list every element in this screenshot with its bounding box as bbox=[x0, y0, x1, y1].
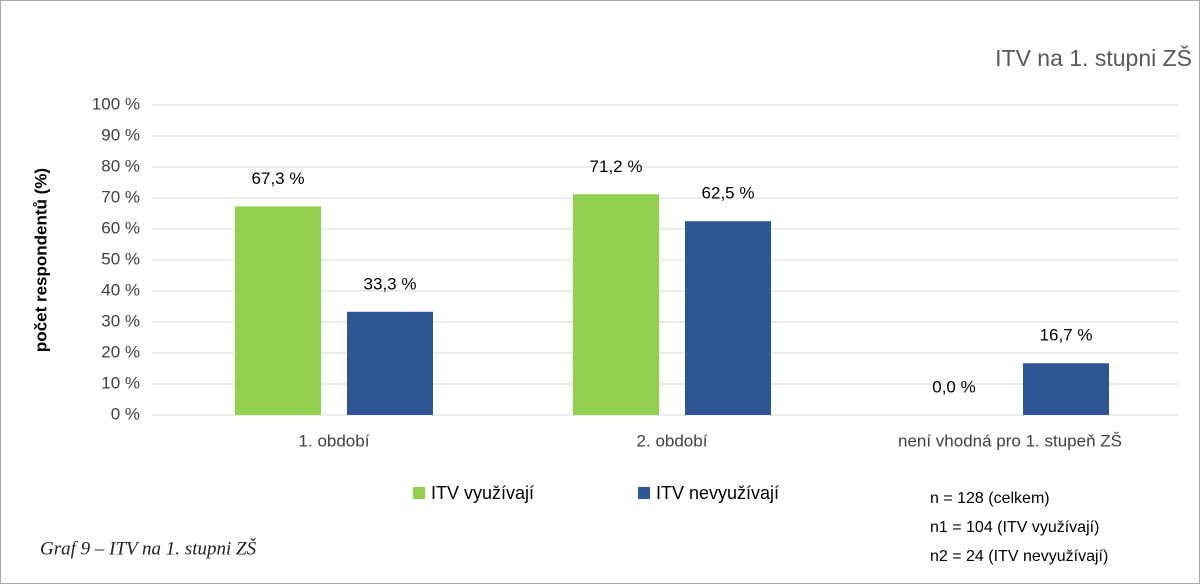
value-label: 67,3 % bbox=[252, 169, 305, 188]
value-label: 71,2 % bbox=[590, 157, 643, 176]
y-tick-label: 40 % bbox=[101, 280, 140, 299]
y-tick-label: 70 % bbox=[101, 187, 140, 206]
chart-title: ITV na 1. stupni ZŠ bbox=[995, 44, 1192, 71]
legend-swatch bbox=[638, 487, 650, 499]
y-tick-label: 90 % bbox=[101, 125, 140, 144]
y-tick-label: 80 % bbox=[101, 156, 140, 175]
y-tick-label: 60 % bbox=[101, 218, 140, 237]
value-label: 16,7 % bbox=[1040, 326, 1093, 345]
value-label: 0,0 % bbox=[932, 377, 975, 396]
y-tick-label: 0 % bbox=[111, 404, 140, 423]
y-tick-label: 50 % bbox=[101, 249, 140, 268]
value-label: 33,3 % bbox=[364, 274, 417, 293]
x-tick-label: 2. období bbox=[637, 431, 708, 450]
y-tick-label: 10 % bbox=[101, 373, 140, 392]
legend-label: ITV nevyužívají bbox=[656, 483, 779, 503]
x-tick-label: není vhodná pro 1. stupeň ZŠ bbox=[898, 431, 1122, 450]
note: n2 = 24 (ITV nevyužívají) bbox=[930, 548, 1108, 565]
bar bbox=[685, 221, 771, 415]
legend-label: ITV využívají bbox=[431, 483, 534, 503]
value-label: 62,5 % bbox=[702, 184, 755, 203]
caption: Graf 9 – ITV na 1. stupni ZŠ bbox=[40, 537, 257, 559]
y-axis-label: počet respondentů (%) bbox=[31, 168, 50, 352]
bar bbox=[1023, 363, 1109, 415]
y-tick-label: 30 % bbox=[101, 311, 140, 330]
bar bbox=[235, 206, 321, 415]
bar bbox=[573, 194, 659, 415]
bar bbox=[347, 311, 433, 415]
x-tick-label: 1. období bbox=[299, 431, 370, 450]
legend-swatch bbox=[413, 487, 425, 499]
y-tick-label: 100 % bbox=[92, 94, 140, 113]
y-tick-label: 20 % bbox=[101, 342, 140, 361]
note: n = 128 (celkem) bbox=[930, 490, 1050, 507]
note: n1 = 104 (ITV využívají) bbox=[930, 519, 1099, 536]
